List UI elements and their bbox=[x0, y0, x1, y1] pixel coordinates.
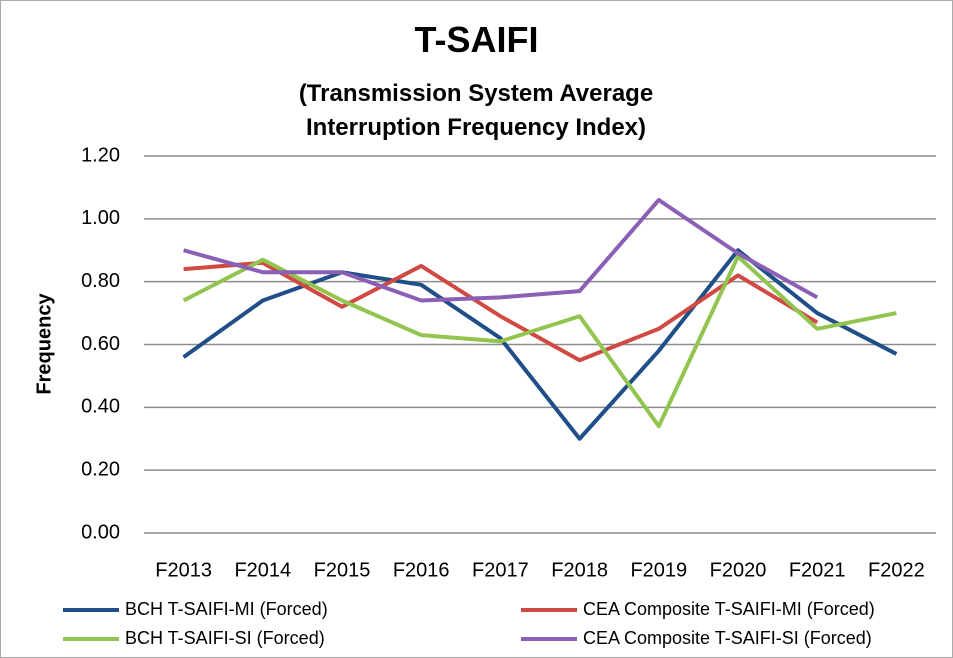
legend-label: BCH T-SAIFI-MI (Forced) bbox=[125, 599, 328, 619]
legend-label: CEA Composite T-SAIFI-MI (Forced) bbox=[583, 599, 875, 619]
x-tick-label: F2013 bbox=[155, 559, 212, 581]
y-tick-label: 0.60 bbox=[81, 333, 120, 355]
legend-label: CEA Composite T-SAIFI-SI (Forced) bbox=[583, 628, 872, 648]
x-tick-label: F2016 bbox=[393, 559, 450, 581]
series-line bbox=[183, 260, 819, 363]
y-tick-label: 0.20 bbox=[81, 458, 120, 480]
chart-subtitle: (Transmission System Average Interruptio… bbox=[298, 80, 654, 141]
x-tick-label: F2019 bbox=[630, 559, 687, 581]
x-tick-label: F2020 bbox=[710, 559, 767, 581]
x-tick-label: F2018 bbox=[551, 559, 608, 581]
y-tick-label: 1.00 bbox=[81, 207, 120, 229]
y-tick-label: 0.00 bbox=[81, 521, 120, 543]
x-tick-label: F2015 bbox=[314, 559, 371, 581]
y-tick-label: 0.80 bbox=[81, 270, 120, 292]
y-axis-label: Frequency bbox=[33, 293, 55, 395]
x-tick-label: F2022 bbox=[868, 559, 925, 581]
series-line bbox=[182, 254, 897, 429]
y-tick-label: 0.40 bbox=[81, 396, 120, 418]
chart-title: T-SAIFI bbox=[414, 19, 539, 60]
series-line bbox=[183, 197, 819, 303]
x-tick-label: F2021 bbox=[789, 559, 846, 581]
legend-label: BCH T-SAIFI-SI (Forced) bbox=[125, 628, 325, 648]
x-tick-label: F2017 bbox=[472, 559, 529, 581]
x-tick-label: F2014 bbox=[234, 559, 291, 581]
y-tick-label: 1.20 bbox=[81, 144, 120, 166]
